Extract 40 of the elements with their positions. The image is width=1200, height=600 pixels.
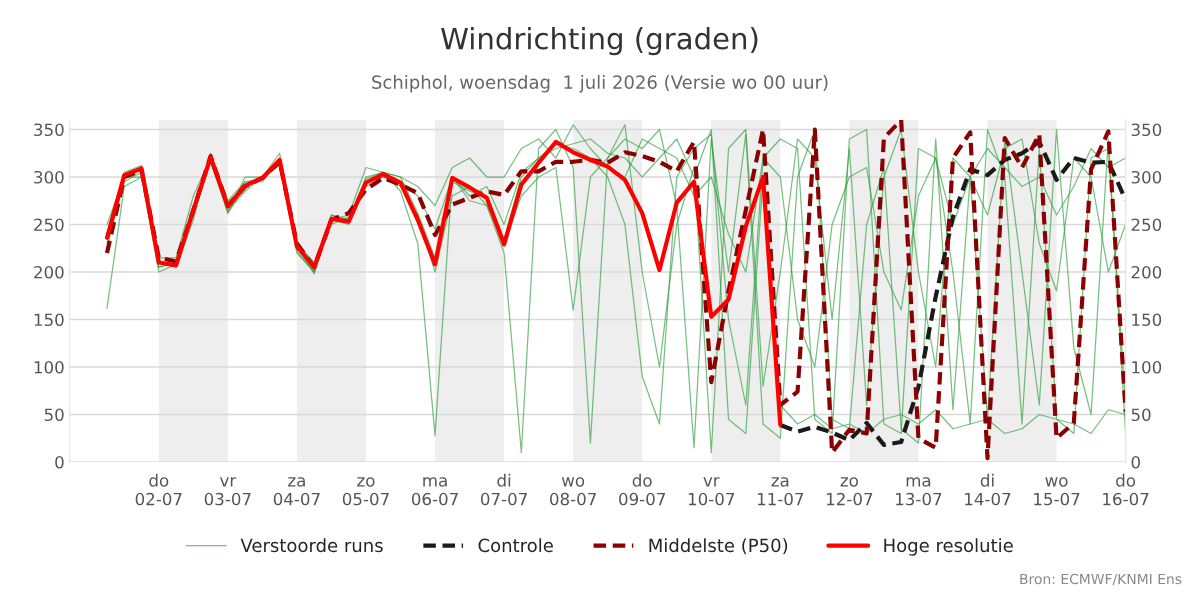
x-tick-label: zo 12-07 — [826, 477, 873, 506]
x-tick-label: zo 05-07 — [342, 477, 389, 506]
y2-tick-label: 200 — [1131, 265, 1162, 279]
y-tick-label: 300 — [34, 170, 64, 184]
y2-tick-label: 250 — [1131, 218, 1162, 232]
x-tick-label: do 02-07 — [135, 473, 182, 506]
y-tick-label: 200 — [34, 265, 64, 279]
x-tick-label: vr 03-07 — [204, 477, 251, 506]
x-tick-label: ma 13-07 — [896, 477, 942, 506]
chart-subtitle: Schiphol, woensdag 1 juli 2026 (Versie wo 00 uur) — [372, 75, 828, 93]
y-tick-label: 150 — [34, 313, 64, 327]
y2-tick-label: 150 — [1132, 313, 1162, 327]
y-tick-label: 250 — [34, 218, 64, 232]
x-tick-label: ma 06-07 — [411, 477, 458, 506]
legend-label: Hoge resolutie — [884, 538, 1013, 556]
x-tick-label: do 09-07 — [619, 473, 665, 506]
text: Bron: ECMWF/KNMI Ens — [1020, 573, 1182, 586]
legend-label: Controle — [478, 538, 553, 553]
x-tick-label: wo 08-07 — [550, 477, 596, 506]
y-tick-label: 50 — [44, 408, 64, 422]
x-tick-label: wo 15-07 — [1034, 477, 1080, 506]
x-tick-label: do 16-07 — [1103, 473, 1149, 506]
x-tick-label: za 04-07 — [273, 477, 320, 506]
y2-tick-label: 300 — [1131, 170, 1162, 184]
y-tick-label: 100 — [34, 360, 64, 374]
x-tick-label: di 07-07 — [480, 473, 527, 506]
x-tick-label: di 14-07 — [965, 473, 1011, 506]
y2-tick-label: 350 — [1131, 123, 1162, 137]
line-series — [104, 139, 783, 428]
y-tick-label: 350 — [34, 123, 64, 137]
legend-label: Verstoorde runs — [240, 538, 383, 553]
y2-tick-label: 0 — [1131, 455, 1140, 469]
y2-tick-label: 50 — [1131, 408, 1151, 422]
chart-title: Windrichting (graden) — [441, 27, 758, 56]
x-tick-label: za 11-07 — [757, 477, 804, 506]
line-series — [778, 139, 1126, 447]
x-tick-label: vr 10-07 — [688, 477, 735, 506]
y-tick-label: 0 — [55, 455, 64, 469]
legend-label: Middelste (P50) — [649, 538, 788, 555]
y2-tick-label: 100 — [1132, 360, 1162, 374]
